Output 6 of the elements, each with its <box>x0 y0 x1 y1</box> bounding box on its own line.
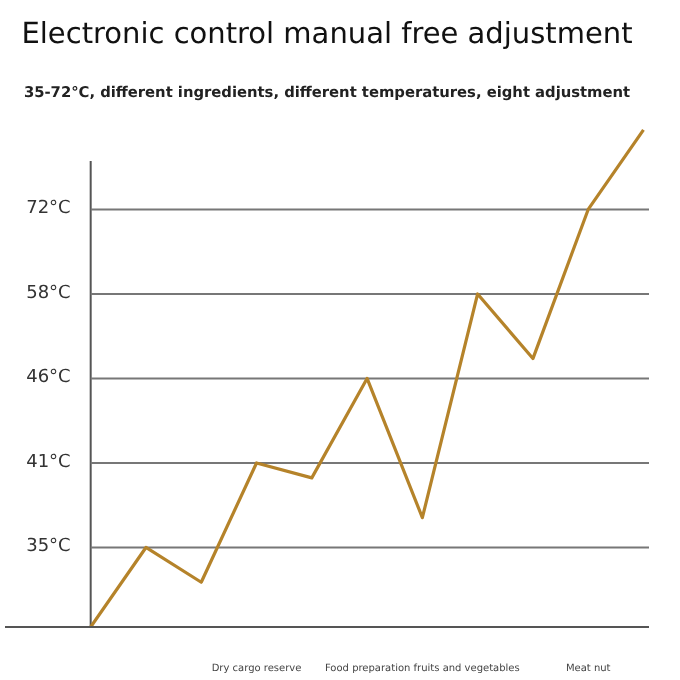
ref-line-label: 46°C <box>26 368 71 389</box>
ref-line-label: 41°C <box>26 452 71 473</box>
ref-line-label: 58°C <box>26 283 71 304</box>
chart-title: Electronic control manual free adjustment <box>21 19 634 51</box>
ref-line-label: 35°C <box>26 537 71 558</box>
ref-line-label: 72°C <box>26 199 71 220</box>
